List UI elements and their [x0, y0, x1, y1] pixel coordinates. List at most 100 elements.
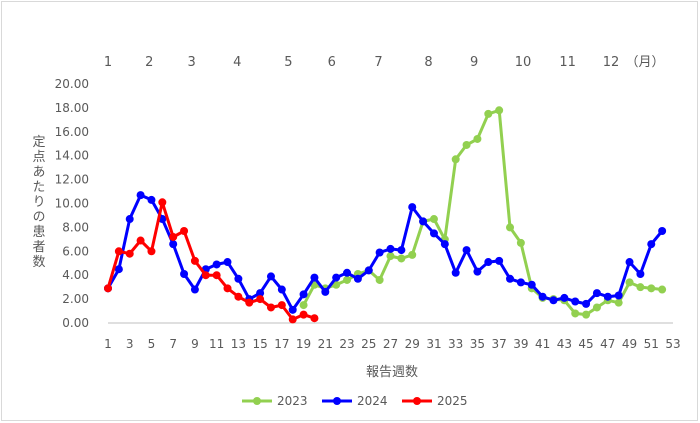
series-group — [104, 106, 667, 324]
data-point — [592, 289, 601, 298]
x-tick-label: 53 — [665, 337, 680, 351]
month-labels: 1 2 3 4 5 6 7 8 9 10 11 12 — [104, 55, 619, 70]
data-point — [169, 240, 178, 249]
data-point — [636, 283, 645, 292]
series-2024 — [104, 191, 667, 314]
data-point — [190, 285, 199, 294]
data-point — [473, 134, 482, 143]
data-point — [288, 315, 297, 324]
data-point — [582, 299, 591, 308]
y-tick-label: 16.00 — [55, 125, 89, 139]
month-label: 3 — [188, 55, 196, 70]
y-axis-title: 定点あたりの患者数 — [30, 135, 46, 270]
x-tick-label: 37 — [492, 337, 507, 351]
series-2023 — [299, 106, 667, 319]
data-point — [538, 292, 547, 301]
data-point — [658, 226, 667, 235]
data-point — [353, 274, 362, 283]
x-axis-ticks: 1 3 5 7 9 11 13 15 17 19 21 23 25 27 29 31 33 35 37 39 41 43 4… — [104, 337, 680, 351]
data-point — [201, 271, 210, 280]
data-point — [114, 265, 123, 274]
data-point — [375, 248, 384, 257]
data-point — [386, 244, 395, 253]
data-point — [506, 223, 515, 232]
month-label: 8 — [424, 55, 432, 70]
data-point — [495, 256, 504, 265]
data-point — [266, 272, 275, 281]
data-point — [364, 266, 373, 275]
data-point — [647, 240, 656, 249]
data-point — [451, 155, 460, 164]
data-point — [484, 109, 493, 118]
data-point — [397, 246, 406, 255]
x-tick-label: 51 — [644, 337, 659, 351]
data-point — [234, 274, 243, 283]
x-tick-label: 7 — [169, 337, 177, 351]
month-label: 5 — [284, 55, 292, 70]
data-point — [299, 301, 308, 310]
x-tick-label: 9 — [191, 337, 199, 351]
data-point — [180, 270, 189, 279]
data-point — [147, 195, 156, 204]
x-tick-label: 3 — [126, 337, 134, 351]
month-label: 6 — [328, 55, 336, 70]
month-label: 4 — [233, 55, 241, 70]
data-point — [495, 106, 504, 115]
month-label: 7 — [374, 55, 382, 70]
x-tick-label: 5 — [148, 337, 156, 351]
data-point — [245, 298, 254, 307]
grid — [108, 83, 673, 324]
data-point — [408, 203, 417, 212]
series-line-2023 — [302, 108, 663, 317]
data-point — [332, 273, 341, 282]
month-label: 10 — [515, 55, 532, 70]
x-tick-label: 39 — [513, 337, 528, 351]
data-point — [256, 295, 265, 304]
x-tick-label: 17 — [274, 337, 289, 351]
x-tick-label: 11 — [209, 337, 224, 351]
data-point — [299, 310, 308, 319]
data-point — [125, 249, 134, 258]
data-point — [158, 198, 167, 207]
series-line-2024 — [106, 193, 664, 312]
data-point — [256, 289, 265, 298]
y-tick-label: 8.00 — [62, 220, 89, 234]
data-point — [636, 270, 645, 279]
data-point — [332, 280, 341, 289]
data-point — [310, 273, 319, 282]
data-point — [125, 215, 134, 224]
data-point — [462, 246, 471, 255]
x-tick-label: 31 — [426, 337, 441, 351]
data-point — [397, 254, 406, 263]
x-tick-label: 29 — [405, 337, 420, 351]
x-tick-label: 43 — [557, 337, 572, 351]
data-point — [614, 291, 623, 300]
data-point — [321, 287, 330, 296]
x-tick-label: 13 — [231, 337, 246, 351]
data-point — [386, 252, 395, 261]
data-point — [223, 284, 232, 293]
series-2025 — [104, 198, 319, 324]
y-tick-label: 14.00 — [55, 149, 89, 163]
data-point — [484, 258, 493, 267]
month-label: 9 — [470, 55, 478, 70]
legend-marker-2024 — [333, 397, 341, 405]
data-point — [299, 290, 308, 299]
data-point — [169, 232, 178, 241]
data-point — [310, 314, 319, 323]
data-point — [408, 250, 417, 259]
x-tick-label: 25 — [361, 337, 376, 351]
data-point — [266, 303, 275, 312]
data-point — [114, 247, 123, 256]
data-point — [462, 140, 471, 149]
x-tick-label: 15 — [252, 337, 267, 351]
data-point — [343, 275, 352, 284]
x-tick-label: 41 — [535, 337, 550, 351]
month-label: 12 — [603, 55, 620, 70]
data-point — [603, 292, 612, 301]
y-tick-label: 6.00 — [62, 244, 89, 258]
data-point — [419, 217, 428, 226]
data-point — [516, 238, 525, 247]
data-point — [560, 293, 569, 302]
